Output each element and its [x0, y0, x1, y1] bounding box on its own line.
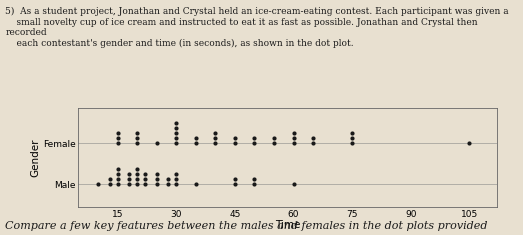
Text: 5)  As a student project, Jonathan and Crystal held an ice-cream-eating contest.: 5) As a student project, Jonathan and Cr…	[5, 7, 509, 47]
X-axis label: Time: Time	[275, 220, 300, 230]
Y-axis label: Gender: Gender	[30, 138, 40, 177]
Text: Compare a few key features between the males and females in the dot plots provid: Compare a few key features between the m…	[5, 221, 488, 231]
